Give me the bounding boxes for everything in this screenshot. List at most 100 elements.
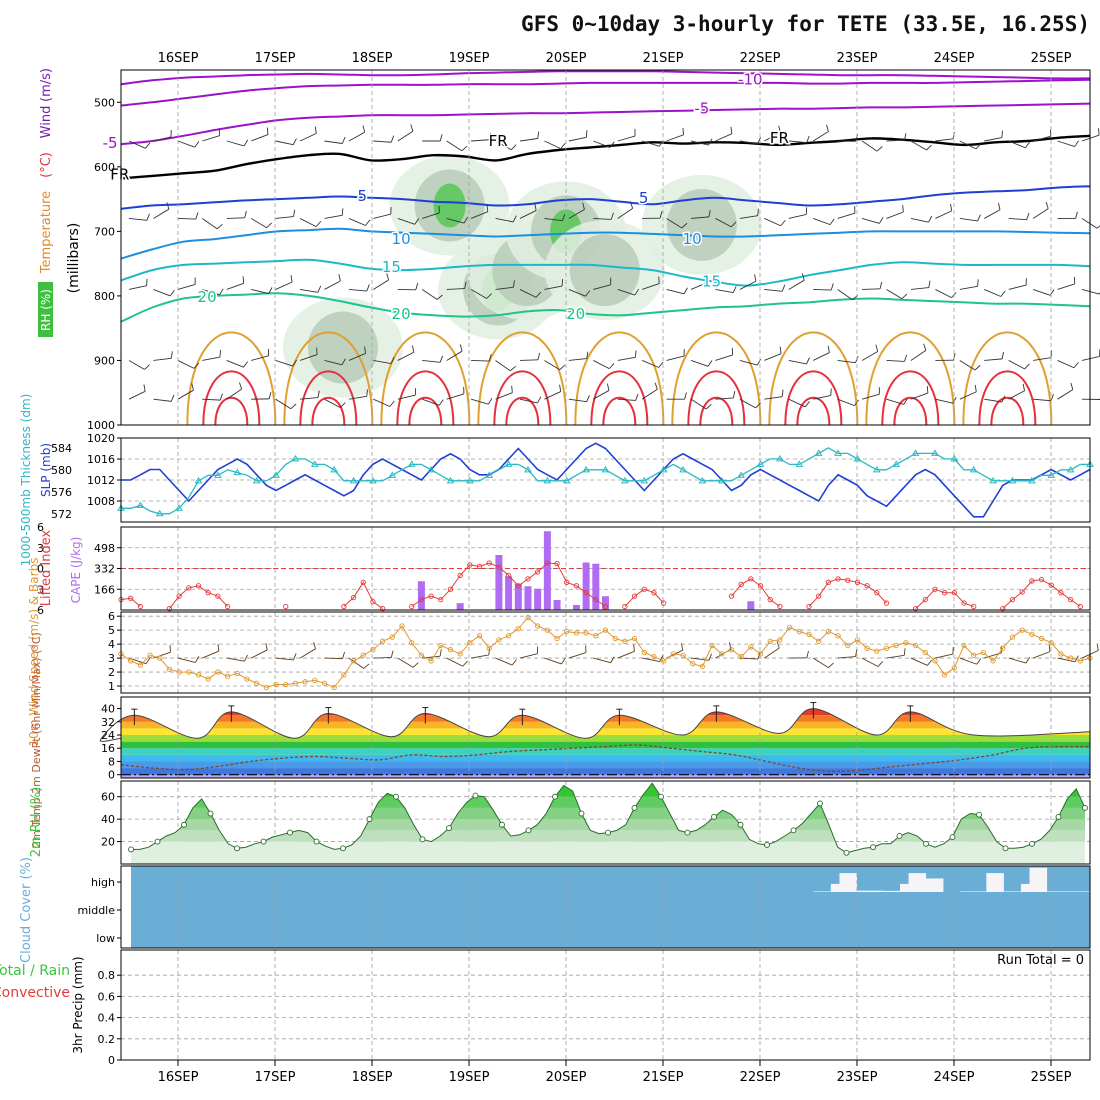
wind10-marker xyxy=(903,640,909,646)
li-marker xyxy=(447,586,454,592)
date-label-top: 17SEP xyxy=(255,51,296,66)
rh-marker xyxy=(711,813,717,820)
wind10-marker xyxy=(796,628,802,635)
rh-legend-swatch xyxy=(38,282,53,337)
wind10-barb xyxy=(568,652,587,659)
wind-barb xyxy=(314,126,317,134)
thickness-marker xyxy=(853,454,862,462)
surface-isotherm xyxy=(602,396,637,426)
cloud-frame xyxy=(120,865,1091,949)
wind-barb xyxy=(446,393,465,400)
wind-barb xyxy=(202,356,221,361)
wind10-barb xyxy=(828,662,834,668)
temperature-band xyxy=(121,754,1090,762)
wind-barb xyxy=(806,357,810,365)
li-axis-label: Lifted Index xyxy=(39,529,54,606)
surface-isotherm xyxy=(699,396,734,426)
wind-barb xyxy=(534,203,537,211)
li-marker xyxy=(660,600,667,606)
wind-barb xyxy=(659,211,663,219)
wind-barb xyxy=(926,386,929,394)
surface-isotherm xyxy=(962,331,1053,426)
pressure-tick-label: 500 xyxy=(94,96,115,109)
li-marker xyxy=(535,569,541,575)
rh-marker xyxy=(260,838,267,845)
wind10-marker xyxy=(883,645,890,651)
wind-barb xyxy=(324,140,343,144)
rh-marker xyxy=(949,834,956,841)
wind-barb xyxy=(251,134,269,142)
wind-barb xyxy=(586,395,590,402)
wind10-marker xyxy=(573,630,580,636)
high-cloud-bar xyxy=(1029,867,1039,892)
surface-isotherm xyxy=(574,331,665,426)
temperature-band xyxy=(121,697,1090,702)
li-marker xyxy=(631,593,638,599)
li-line xyxy=(731,578,781,607)
cloud-axis-label: Cloud Cover (%) xyxy=(19,857,34,963)
thickness-marker xyxy=(524,465,532,473)
rh-marker xyxy=(605,829,611,836)
wind10-barb xyxy=(812,657,829,669)
slp-axis-label: SLP (mb) xyxy=(39,443,53,497)
high-cloud-bar xyxy=(882,890,892,892)
contour-label: FR xyxy=(489,132,508,150)
wind-barb xyxy=(764,289,783,292)
high-cloud-bar xyxy=(848,873,858,892)
wind-barb xyxy=(1057,283,1075,290)
wind10-barb xyxy=(217,644,220,652)
wind-barb xyxy=(436,294,443,300)
li-marker xyxy=(651,590,657,596)
wind-barb xyxy=(654,382,658,390)
rh-marker xyxy=(419,836,426,843)
wind-barb xyxy=(593,218,612,220)
wind10-barb xyxy=(1057,657,1076,663)
wind10-marker xyxy=(244,676,250,682)
wind10-barb xyxy=(488,647,490,656)
wind10-marker xyxy=(263,684,269,691)
precip-tick-label: 0.8 xyxy=(98,969,116,982)
slp-line xyxy=(121,442,1091,518)
rh-band xyxy=(131,796,1085,808)
cape-bar xyxy=(456,603,464,610)
wind10-marker xyxy=(835,633,841,639)
wind10-marker xyxy=(535,623,541,629)
wind10-marker xyxy=(128,658,134,664)
wind-barb xyxy=(1026,212,1030,220)
temperature-outline xyxy=(99,708,1091,742)
wind10-tick-label: 4 xyxy=(108,638,115,651)
wind10-marker xyxy=(1000,645,1006,651)
temperature-band xyxy=(121,721,1090,729)
wind-barb xyxy=(739,140,758,145)
surface-isotherm xyxy=(505,396,540,426)
wind-barb xyxy=(1001,130,1003,138)
wind-barb xyxy=(193,362,200,369)
wind10-marker xyxy=(651,654,657,660)
wind-barb xyxy=(764,353,782,361)
wind-barb xyxy=(169,290,175,297)
contour-label: 20 xyxy=(198,288,217,306)
wind-barb xyxy=(348,353,366,361)
wind10-barb xyxy=(877,661,884,667)
rh-marker xyxy=(790,827,797,834)
wind-barb xyxy=(128,140,146,149)
wind-barb xyxy=(324,398,341,409)
date-label-bottom: 21SEP xyxy=(643,1070,684,1085)
li-marker xyxy=(728,593,735,599)
thickness-marker xyxy=(601,465,610,473)
wind-barb xyxy=(952,396,957,404)
wind-barb xyxy=(470,398,489,405)
rh-marker xyxy=(499,821,505,828)
wind-barb xyxy=(170,351,173,359)
thickness-marker xyxy=(310,460,319,467)
precip-frame xyxy=(120,949,1091,1061)
wind-barb xyxy=(629,201,634,209)
li-marker xyxy=(525,576,531,582)
wind-barb xyxy=(837,398,855,407)
surface-isotherm xyxy=(671,331,762,426)
li-line xyxy=(411,562,606,607)
high-cloud-bar xyxy=(908,873,918,892)
wind-barb xyxy=(977,279,979,287)
wind10-barb xyxy=(593,657,611,664)
thickness-marker xyxy=(136,501,145,509)
